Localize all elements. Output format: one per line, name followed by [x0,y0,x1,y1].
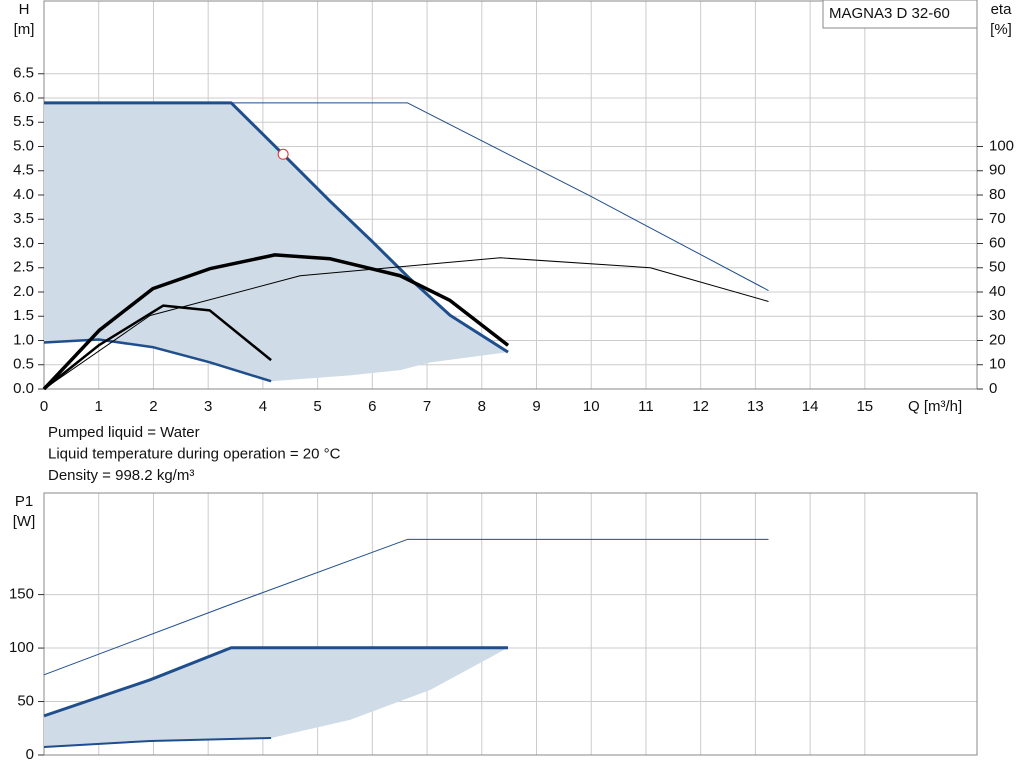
x-tick-label: 1 [95,398,103,415]
curve [43,338,272,383]
x-tick-label: 4 [259,398,267,415]
x-tick-label: 0 [40,398,48,415]
y2-tick-label: 70 [989,210,1006,227]
plot-frame [43,492,978,756]
y-tick-label: 0.5 [13,356,34,373]
x-tick-label: 11 [638,398,654,415]
x-tick-label: 2 [149,398,157,415]
y-tick-label: 3.5 [13,210,34,227]
y2-tick-label: 0 [989,380,997,397]
y2-tick-label: 40 [989,283,1006,300]
y-tick-label: 2.0 [13,283,34,300]
y2-axis-label: eta [991,1,1013,18]
y-tick-label: 1.5 [13,307,34,324]
note: Density = 998.2 kg/m³ [48,467,194,484]
y2-tick-label: 60 [989,234,1006,251]
y-tick-label: 3.0 [13,234,34,251]
note: Pumped liquid = Water [48,424,200,441]
x-tick-label: 15 [856,398,873,415]
y2-tick-label: 90 [989,162,1006,179]
x-tick-label: 14 [802,398,819,415]
y-axis-label: H [19,1,30,18]
y2-tick-label: 80 [989,186,1006,203]
y-tick-label: 0.0 [13,380,34,397]
x-tick-label: 6 [368,398,376,415]
y-tick-label: 6.0 [13,89,34,106]
y-tick-label: 2.5 [13,259,34,276]
curve [42,253,510,391]
y-tick-label: 1.0 [13,331,34,348]
x-tick-label: 7 [423,398,431,415]
y2-tick-label: 50 [989,259,1006,276]
curve [44,101,509,354]
x-tick-label: 10 [583,398,600,415]
x-tick-label: 5 [313,398,321,415]
y-tick-label: 0 [26,746,34,763]
y-tick-label: 4.0 [13,186,34,203]
title-box [822,0,978,29]
duty-point [277,148,289,160]
y-axis-label: [m] [14,21,35,38]
chart-title: MAGNA3 D 32-60 [829,5,950,22]
y2-axis-label: [%] [990,21,1012,38]
y-axis-label: [W] [13,513,36,530]
curve [43,304,272,390]
y-tick-label: 50 [17,692,34,709]
y2-tick-label: 100 [989,137,1014,154]
y2-tick-label: 30 [989,307,1006,324]
note: Liquid temperature during operation = 20… [48,445,341,462]
curve [43,736,272,748]
y-tick-label: 100 [9,639,34,656]
operating-area [44,102,509,382]
curve [43,257,769,390]
x-tick-label: 13 [747,398,764,415]
curve [43,538,769,676]
x-tick-label: 9 [532,398,540,415]
y-tick-label: 4.5 [13,162,34,179]
y2-tick-label: 10 [989,356,1006,373]
x-tick-label: 8 [478,398,486,415]
y-tick-label: 5.5 [13,113,34,130]
y-tick-label: 150 [9,586,34,603]
y2-tick-label: 20 [989,331,1006,348]
y-tick-label: 6.5 [13,65,34,82]
curve [43,646,509,718]
operating-area [44,647,509,747]
x-tick-label: 12 [692,398,709,415]
y-tick-label: 5.0 [13,137,34,154]
x-axis-label: Q [m³/h] [908,398,962,415]
y-axis-label: P1 [15,493,33,510]
x-tick-label: 3 [204,398,212,415]
